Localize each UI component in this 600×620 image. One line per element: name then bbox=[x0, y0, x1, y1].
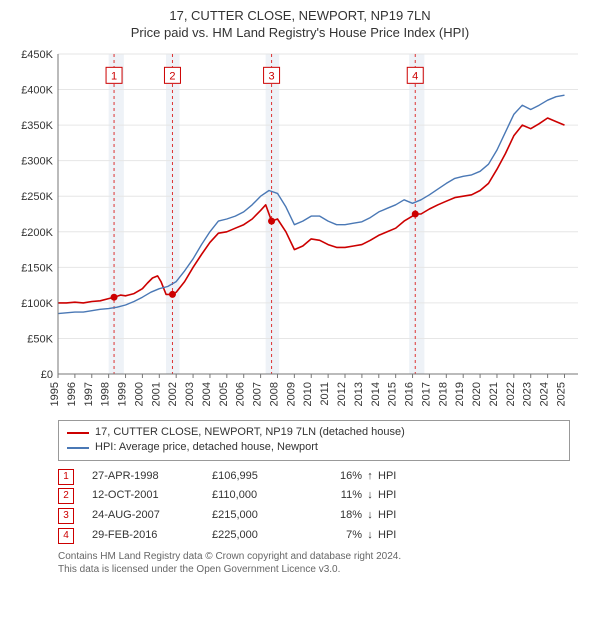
svg-text:2025: 2025 bbox=[555, 382, 567, 406]
line-chart-svg: £0 £50K £100K £150K £200K £250K £300K £350K £400… bbox=[10, 44, 590, 414]
svg-text:2021: 2021 bbox=[488, 382, 500, 406]
footer-line2: This data is licensed under the Open Gov… bbox=[58, 563, 570, 576]
footer-line1: Contains HM Land Registry data © Crown c… bbox=[58, 550, 570, 563]
chart-title-line1: 17, CUTTER CLOSE, NEWPORT, NP19 7LN bbox=[10, 8, 590, 25]
arrow-down-icon: ↓ bbox=[362, 486, 378, 506]
svg-text:2010: 2010 bbox=[302, 382, 314, 406]
chart-title-line2: Price paid vs. HM Land Registry's House … bbox=[10, 25, 590, 40]
svg-text:2017: 2017 bbox=[420, 382, 432, 406]
svg-text:1998: 1998 bbox=[100, 382, 112, 406]
event-marker: 2 bbox=[58, 488, 74, 504]
svg-text:£50K: £50K bbox=[27, 333, 53, 345]
event-pct: 7% bbox=[312, 526, 362, 546]
event-suffix: HPI bbox=[378, 506, 396, 526]
event-suffix: HPI bbox=[378, 526, 396, 546]
svg-text:2024: 2024 bbox=[539, 382, 551, 406]
svg-text:1: 1 bbox=[111, 70, 117, 82]
event-pct: 18% bbox=[312, 506, 362, 526]
arrow-down-icon: ↓ bbox=[362, 526, 378, 546]
svg-text:2: 2 bbox=[169, 70, 175, 82]
chart-plot: £0 £50K £100K £150K £200K £250K £300K £350K £400… bbox=[10, 44, 590, 414]
legend-label: 17, CUTTER CLOSE, NEWPORT, NP19 7LN (det… bbox=[95, 425, 405, 440]
svg-text:£300K: £300K bbox=[21, 156, 53, 168]
svg-text:2014: 2014 bbox=[370, 382, 382, 406]
svg-text:2007: 2007 bbox=[252, 382, 264, 406]
event-marker: 1 bbox=[58, 469, 74, 485]
svg-text:£350K: £350K bbox=[21, 120, 53, 132]
svg-text:2023: 2023 bbox=[522, 382, 534, 406]
svg-text:4: 4 bbox=[412, 70, 418, 82]
svg-text:2006: 2006 bbox=[235, 382, 247, 406]
event-marker: 3 bbox=[58, 508, 74, 524]
svg-text:£200K: £200K bbox=[21, 227, 53, 239]
svg-text:1995: 1995 bbox=[49, 382, 61, 406]
svg-text:2004: 2004 bbox=[201, 382, 213, 406]
svg-text:2002: 2002 bbox=[167, 382, 179, 406]
event-pct: 16% bbox=[312, 467, 362, 487]
svg-text:£100K: £100K bbox=[21, 298, 53, 310]
event-date: 27-APR-1998 bbox=[92, 467, 212, 487]
svg-text:2013: 2013 bbox=[353, 382, 365, 406]
svg-text:3: 3 bbox=[269, 70, 275, 82]
svg-text:1997: 1997 bbox=[83, 382, 95, 406]
svg-text:2019: 2019 bbox=[454, 382, 466, 406]
svg-text:£150K: £150K bbox=[21, 262, 53, 274]
chart-container: 17, CUTTER CLOSE, NEWPORT, NP19 7LN Pric… bbox=[0, 0, 600, 582]
arrow-up-icon: ↑ bbox=[362, 467, 378, 487]
svg-text:£450K: £450K bbox=[21, 49, 53, 61]
event-row: 3 24-AUG-2007£215,00018%↓HPI bbox=[58, 506, 570, 526]
svg-text:2003: 2003 bbox=[184, 382, 196, 406]
svg-text:2016: 2016 bbox=[404, 382, 416, 406]
event-suffix: HPI bbox=[378, 467, 396, 487]
legend-row: 17, CUTTER CLOSE, NEWPORT, NP19 7LN (det… bbox=[67, 425, 561, 440]
svg-text:2015: 2015 bbox=[387, 382, 399, 406]
event-price: £225,000 bbox=[212, 526, 312, 546]
svg-text:£400K: £400K bbox=[21, 84, 53, 96]
svg-text:2009: 2009 bbox=[285, 382, 297, 406]
event-row: 1 27-APR-1998£106,99516%↑HPI bbox=[58, 467, 570, 487]
svg-text:2012: 2012 bbox=[336, 382, 348, 406]
svg-text:2018: 2018 bbox=[437, 382, 449, 406]
event-date: 12-OCT-2001 bbox=[92, 486, 212, 506]
event-date: 29-FEB-2016 bbox=[92, 526, 212, 546]
svg-text:£0: £0 bbox=[41, 369, 53, 381]
svg-text:1996: 1996 bbox=[66, 382, 78, 406]
event-pct: 11% bbox=[312, 486, 362, 506]
legend-row: HPI: Average price, detached house, Newp… bbox=[67, 440, 561, 455]
event-price: £215,000 bbox=[212, 506, 312, 526]
events-table: 127-APR-1998£106,99516%↑HPI212-OCT-2001£… bbox=[58, 467, 570, 546]
svg-text:1999: 1999 bbox=[117, 382, 129, 406]
legend: 17, CUTTER CLOSE, NEWPORT, NP19 7LN (det… bbox=[58, 420, 570, 461]
svg-text:2011: 2011 bbox=[319, 382, 331, 406]
svg-text:2022: 2022 bbox=[505, 382, 517, 406]
event-date: 24-AUG-2007 bbox=[92, 506, 212, 526]
svg-text:2001: 2001 bbox=[150, 382, 162, 406]
event-row: 4 29-FEB-2016£225,0007%↓HPI bbox=[58, 526, 570, 546]
event-marker: 4 bbox=[58, 528, 74, 544]
legend-swatch bbox=[67, 432, 89, 434]
event-price: £110,000 bbox=[212, 486, 312, 506]
svg-text:2008: 2008 bbox=[268, 382, 280, 406]
event-price: £106,995 bbox=[212, 467, 312, 487]
svg-text:2000: 2000 bbox=[133, 382, 145, 406]
legend-label: HPI: Average price, detached house, Newp… bbox=[95, 440, 318, 455]
footer-attribution: Contains HM Land Registry data © Crown c… bbox=[58, 550, 570, 576]
event-row: 2 12-OCT-2001£110,00011%↓HPI bbox=[58, 486, 570, 506]
legend-swatch bbox=[67, 447, 89, 449]
event-suffix: HPI bbox=[378, 486, 396, 506]
svg-text:£250K: £250K bbox=[21, 191, 53, 203]
arrow-down-icon: ↓ bbox=[362, 506, 378, 526]
svg-text:2005: 2005 bbox=[218, 382, 230, 406]
svg-text:2020: 2020 bbox=[471, 382, 483, 406]
